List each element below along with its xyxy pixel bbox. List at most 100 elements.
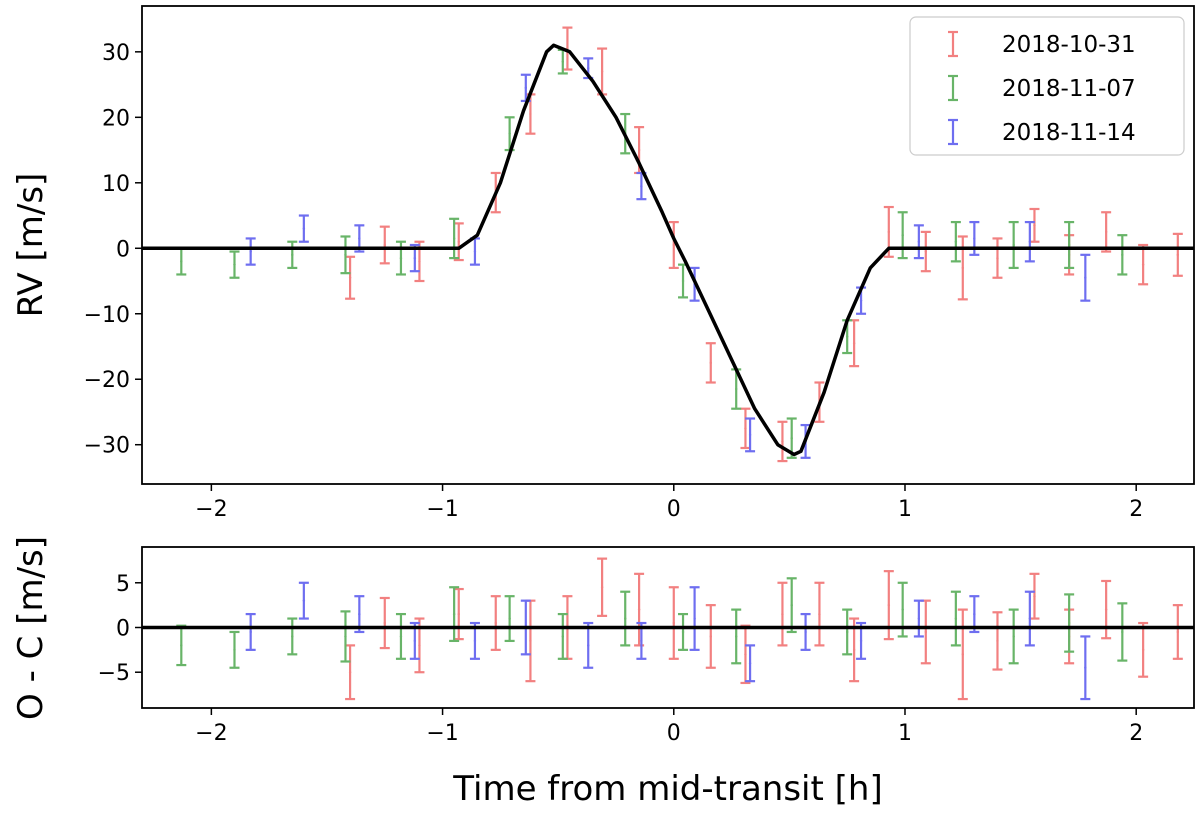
residual-errorbar-s0-18 [992, 611, 1003, 671]
legend: 2018-10-31 2018-11-07 2018-11-14 [909, 16, 1185, 156]
data-point [1121, 630, 1124, 634]
residual-errorbar-s1-8 [620, 590, 631, 647]
rv-errorbar-s0-9 [668, 220, 679, 270]
data-point [249, 250, 252, 253]
data-point [418, 260, 421, 263]
data-point [418, 644, 421, 647]
data-point [494, 621, 497, 625]
data-point [1028, 617, 1032, 620]
residual-errorbar-s2-1 [298, 581, 309, 620]
data-point [709, 635, 712, 638]
residual-errorbar-s1-0 [176, 624, 187, 667]
data-point [399, 635, 403, 638]
x-tick-label: 2 [1129, 721, 1143, 746]
rv-errorbar-s2-12 [913, 224, 924, 260]
residual-errorbar-s1-1 [229, 630, 240, 669]
rv-errorbar-s1-16 [1064, 220, 1075, 270]
data-point [180, 260, 183, 263]
rv-errorbar-s0-1 [379, 225, 390, 265]
residual-errorbar-s0-16 [920, 599, 931, 665]
residual-errorbar-s1-14 [950, 590, 961, 647]
legend-label: 2018-11-07 [1002, 76, 1136, 102]
data-point [291, 253, 294, 257]
rv-errorbar-s2-15 [1080, 253, 1091, 302]
residual-errorbar-s1-17 [1117, 602, 1128, 662]
data-point [859, 639, 863, 643]
data-point [640, 639, 643, 643]
data-point [924, 250, 927, 253]
data-point [587, 67, 590, 70]
data-point [233, 648, 236, 652]
residual-errorbar-s0-19 [1029, 572, 1040, 620]
data-point [681, 630, 685, 634]
residual-errorbar-s0-22 [1138, 621, 1149, 678]
residual-errorbar-s1-5 [449, 586, 460, 643]
y-tick-label: 30 [102, 41, 130, 66]
rv-errorbar-s2-9 [745, 417, 756, 453]
rv-errorbar-s1-6 [504, 116, 515, 152]
residual-errorbar-s0-12 [777, 581, 788, 647]
rv-errorbar-s1-1 [229, 250, 240, 279]
x-tick-label: −2 [195, 721, 227, 746]
residual-errorbar-s0-11 [740, 624, 751, 685]
data-point [452, 237, 456, 240]
data-point [804, 630, 807, 634]
y-tick-label: 5 [116, 572, 130, 597]
residual-y-axis-label: O - C [m/s] [11, 536, 51, 720]
y-tick-label: 0 [116, 617, 130, 642]
x-tick-label: 0 [667, 497, 681, 522]
data-point [954, 240, 958, 243]
rv-errorbar-s1-17 [1117, 234, 1128, 276]
rv-errorbar-s0-3 [453, 222, 464, 262]
data-point [961, 653, 964, 656]
residual-errorbar-s1-9 [678, 612, 689, 651]
rv-errorbar-s1-13 [897, 211, 908, 260]
data-point [693, 617, 696, 620]
residual-errorbar-s0-0 [345, 644, 356, 701]
data-point [508, 132, 511, 135]
rv-errorbar-s2-4 [469, 237, 480, 266]
data-point [640, 184, 643, 188]
data-point [735, 635, 738, 638]
y-tick-label: −10 [84, 303, 130, 328]
data-point [790, 603, 793, 607]
rv-errorbar-s0-14 [849, 319, 860, 368]
data-point [748, 662, 752, 665]
data-point [672, 243, 675, 247]
legend-box [909, 16, 1185, 156]
data-point [1012, 635, 1015, 638]
data-point [744, 653, 747, 656]
residual-errorbar-s1-4 [395, 612, 406, 660]
data-point [1028, 240, 1032, 243]
data-point [781, 612, 784, 616]
data-point [529, 639, 532, 643]
data-point [709, 361, 712, 365]
data-point [249, 630, 252, 634]
residual-errorbar-s1-11 [786, 577, 797, 634]
residual-errorbar-s0-10 [705, 604, 716, 669]
residual-errorbar-s2-10 [800, 612, 811, 651]
residual-errorbar-s2-9 [745, 644, 756, 683]
data-point [348, 276, 352, 279]
rv-errorbar-s1-10 [731, 368, 742, 410]
data-point [413, 639, 417, 643]
residual-errorbar-s0-3 [453, 587, 464, 641]
data-point [302, 599, 306, 602]
rv-axes-frame [141, 5, 1195, 485]
data-point [852, 648, 856, 652]
data-point [973, 237, 976, 240]
x-tick-label: 1 [898, 497, 912, 522]
residual-errorbar-s2-6 [583, 621, 594, 669]
data-point [508, 617, 511, 620]
x-tick-label: −1 [426, 721, 458, 746]
y-tick-label: −5 [98, 661, 130, 686]
x-tick-label: −2 [195, 497, 227, 522]
residual-errorbar-s0-17 [957, 608, 968, 701]
rv-errorbar-s1-15 [1008, 220, 1019, 270]
rv-plot-area [142, 26, 1194, 463]
residual-panel: −2 −1 0 1 2 −5 0 5 O - C [m/s] Time from mid-t… [11, 536, 1195, 809]
data-point [996, 639, 999, 643]
data-point [348, 671, 352, 674]
data-point [1033, 594, 1036, 598]
data-point [344, 253, 347, 257]
